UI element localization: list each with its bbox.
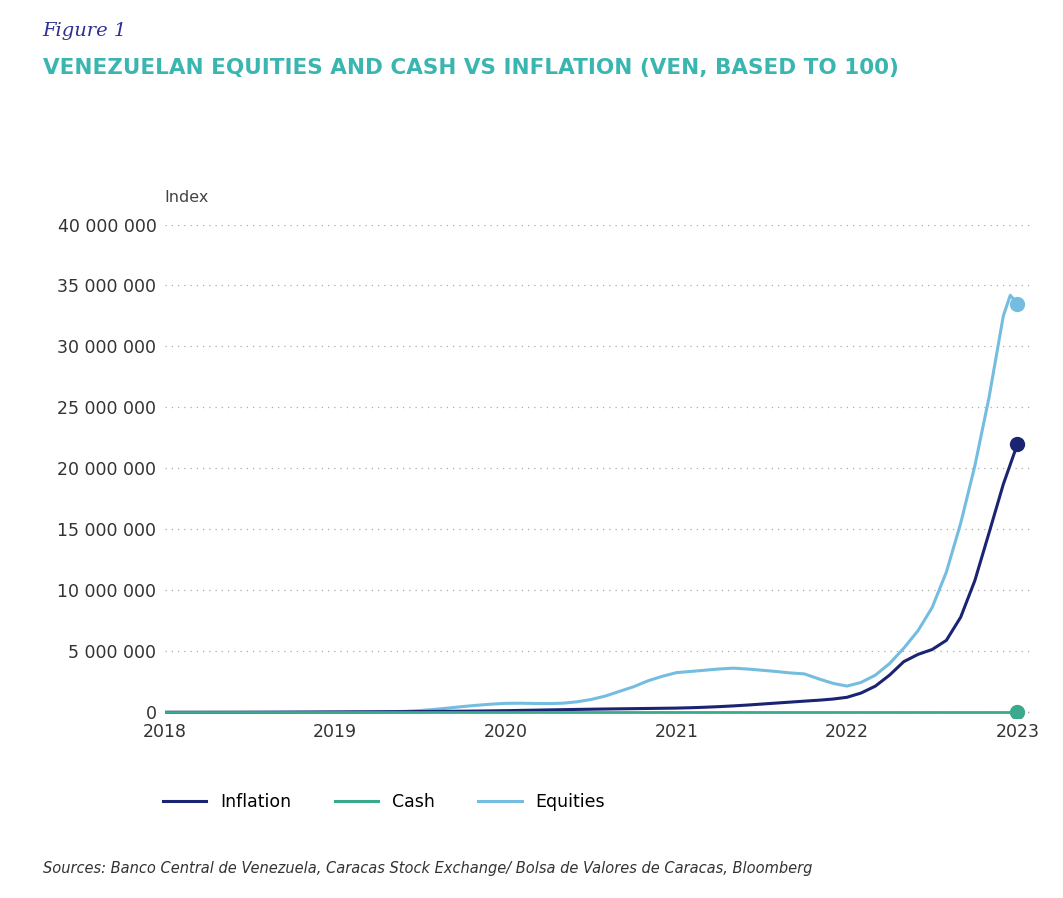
Legend: Inflation, Cash, Equities: Inflation, Cash, Equities [156,787,612,818]
Text: Figure 1: Figure 1 [43,22,126,40]
Text: VENEZUELAN EQUITIES AND CASH VS INFLATION (VEN, BASED TO 100): VENEZUELAN EQUITIES AND CASH VS INFLATIO… [43,58,898,78]
Text: Sources: Banco Central de Venezuela, Caracas Stock Exchange/ Bolsa de Valores de: Sources: Banco Central de Venezuela, Car… [43,860,812,876]
Text: Index: Index [165,189,209,205]
